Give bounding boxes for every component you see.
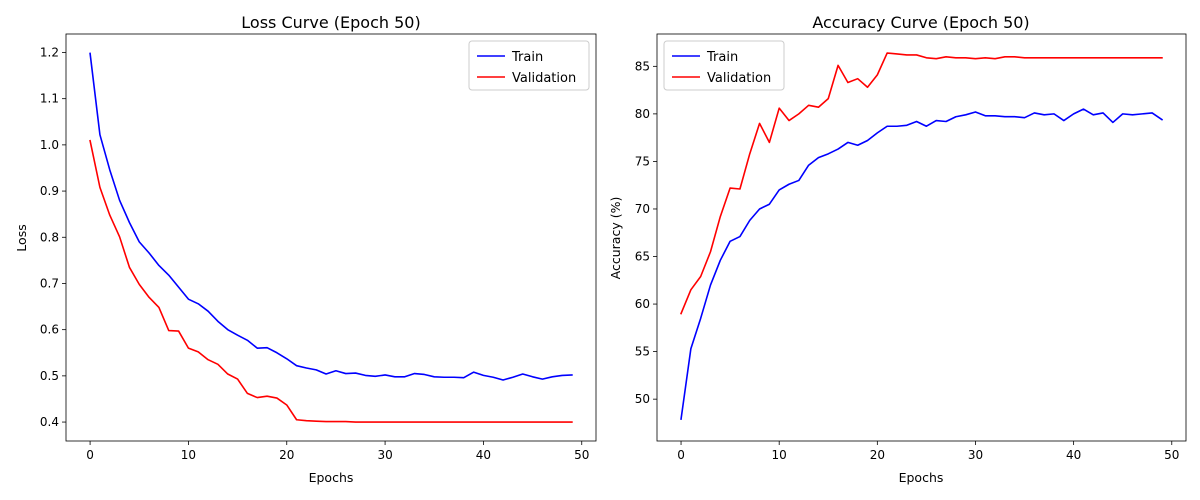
series-line-validation [680, 52, 1163, 315]
x-tick-label: 40 [476, 448, 491, 462]
y-tick-label: 75 [635, 154, 650, 168]
y-tick-label: 80 [635, 107, 650, 121]
series-line-validation [89, 139, 573, 423]
y-tick-label: 50 [635, 392, 650, 406]
series-layer [680, 52, 1164, 421]
x-tick-label: 20 [279, 448, 294, 462]
y-tick-label: 0.7 [40, 276, 59, 290]
y-ticks: 50 55 60 65 70 75 80 85 [635, 59, 657, 406]
series-line-train [89, 52, 573, 381]
x-axis-label: Epochs [899, 470, 944, 485]
plot-frame [656, 33, 1187, 442]
y-tick-label: 1.0 [40, 138, 59, 152]
x-tick-label: 50 [574, 448, 589, 462]
chart-title: Accuracy Curve (Epoch 50) [812, 13, 1029, 32]
x-tick-label: 30 [377, 448, 392, 462]
y-tick-label: 1.2 [40, 45, 59, 59]
x-tick-label: 10 [181, 448, 196, 462]
y-tick-label: 1.1 [40, 92, 59, 106]
y-axis-label: Accuracy (%) [608, 197, 623, 280]
x-tick-label: 40 [1066, 448, 1081, 462]
chart-title: Loss Curve (Epoch 50) [241, 13, 420, 32]
y-tick-label: 0.5 [40, 369, 59, 383]
legend: Train Validation [663, 40, 785, 91]
x-tick-label: 0 [677, 448, 685, 462]
x-tick-label: 10 [772, 448, 787, 462]
x-ticks: 0 10 20 30 40 50 [86, 441, 589, 462]
y-tick-label: 0.8 [40, 230, 59, 244]
loss-chart: 0 10 20 30 40 50 0.40.50.60.70.80.91.01.11.2 … [14, 13, 597, 485]
x-tick-label: 0 [86, 448, 94, 462]
x-tick-label: 20 [870, 448, 885, 462]
y-tick-label: 0.9 [40, 184, 59, 198]
y-ticks: 0.4 0.5 0.6 0.7 0.8 0.9 1.0 1.1 1.2 [40, 45, 66, 429]
y-tick-label: 0.6 [40, 323, 59, 337]
plot-area [66, 34, 596, 441]
legend: Train Validation [468, 40, 590, 91]
legend-label-train: Train [706, 50, 738, 65]
y-tick-label: 60 [635, 297, 650, 311]
y-tick-label: 70 [635, 202, 650, 216]
legend-label-train: Train [511, 50, 543, 65]
y-tick-label: 65 [635, 250, 650, 264]
x-axis-label: Epochs [309, 470, 354, 485]
x-ticks: 0 10 20 30 40 50 [677, 441, 1179, 462]
series-line-train [680, 108, 1164, 421]
y-tick-label: 85 [635, 59, 650, 73]
plot-area [657, 34, 1186, 441]
series-layer [89, 52, 573, 423]
x-tick-label: 50 [1164, 448, 1179, 462]
legend-label-validation: Validation [707, 71, 771, 86]
accuracy-chart: 0 10 20 30 40 50 50 55 60 65 70 75 80 85 Accuracy Cu… [608, 13, 1187, 485]
legend-label-validation: Validation [512, 71, 576, 86]
x-tick-label: 30 [968, 448, 983, 462]
y-tick-label: 0.4 [40, 415, 59, 429]
y-axis-label: Loss [14, 224, 29, 251]
y-tick-label: 55 [635, 345, 650, 359]
